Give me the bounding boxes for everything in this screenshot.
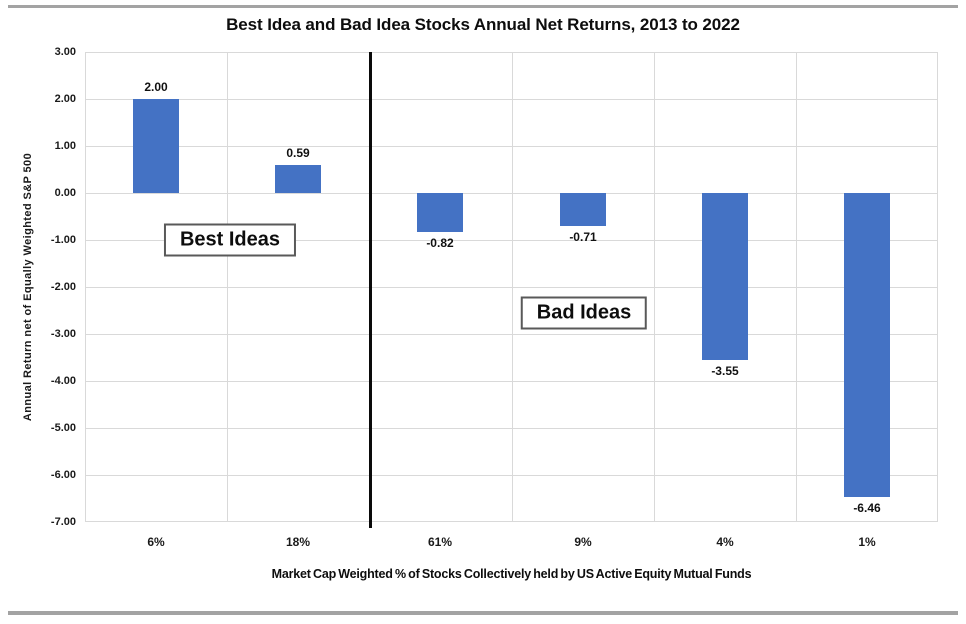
x-axis-tick-labels: 6% 18% 61% 9% 4% 1% [85, 535, 938, 551]
ytick-label: -6.00 [50, 469, 76, 481]
gridline-h [85, 475, 938, 476]
gridline-v [796, 52, 797, 522]
plot-area: 2.00 0.59 -0.82 -0.71 -3.55 -6.46 Best Ideas Ba… [85, 52, 938, 528]
ytick-label: -2.00 [50, 281, 76, 293]
gridline-h [85, 287, 938, 288]
annotation-box: Bad Ideas [520, 296, 648, 330]
annotation-box: Best Ideas [163, 223, 297, 257]
category-label: 6% [147, 535, 165, 549]
ytick-label: -1.00 [50, 234, 76, 246]
bar [417, 193, 463, 232]
gridline-h [85, 99, 938, 100]
bar [133, 99, 179, 193]
gridline-v [937, 52, 938, 522]
ytick-label: -4.00 [50, 375, 76, 387]
gridline-h [85, 334, 938, 335]
bottom-divider-rule [8, 611, 958, 615]
bar-value-label: -0.71 [569, 230, 597, 244]
gridline-h [85, 428, 938, 429]
gridline-h [85, 240, 938, 241]
gridline-v [227, 52, 228, 522]
bar [844, 193, 890, 497]
ytick-label: -3.00 [50, 328, 76, 340]
ytick-label: 3.00 [54, 46, 76, 58]
gridline-h [85, 381, 938, 382]
gridline-v [85, 52, 86, 522]
ytick-label: -5.00 [50, 422, 76, 434]
bar [560, 193, 606, 226]
bar [275, 165, 321, 193]
top-divider-rule [8, 5, 958, 8]
y-axis-tick-labels: 3.00 2.00 1.00 0.00 -1.00 -2.00 -3.00 -4.00 -5.0… [0, 46, 76, 528]
bar [702, 193, 748, 360]
category-divider-line [369, 52, 372, 528]
bar-value-label: 2.00 [144, 80, 168, 94]
category-label: 61% [427, 535, 453, 549]
ytick-label: -7.00 [50, 516, 76, 528]
gridline-v [654, 52, 655, 522]
category-label: 4% [716, 535, 734, 549]
category-label: 1% [858, 535, 876, 549]
category-label: 18% [285, 535, 311, 549]
bar-value-label: -6.46 [853, 501, 881, 515]
ytick-label: 2.00 [54, 93, 76, 105]
ytick-label: 0.00 [54, 187, 76, 199]
gridline-h [85, 146, 938, 147]
gridline-v [512, 52, 513, 522]
bar-value-label: 0.59 [286, 146, 310, 160]
ytick-label: 1.00 [54, 140, 76, 152]
gridline-h [85, 52, 938, 53]
category-label: 9% [574, 535, 592, 549]
bar-value-label: -0.82 [426, 236, 454, 250]
x-axis-title: Market Cap Weighted % of Stocks Collecti… [271, 567, 752, 581]
gridline-h [85, 521, 938, 522]
bar-value-label: -3.55 [711, 364, 739, 378]
gridline-h [85, 193, 938, 194]
chart-title: Best Idea and Bad Idea Stocks Annual Net… [226, 15, 740, 34]
